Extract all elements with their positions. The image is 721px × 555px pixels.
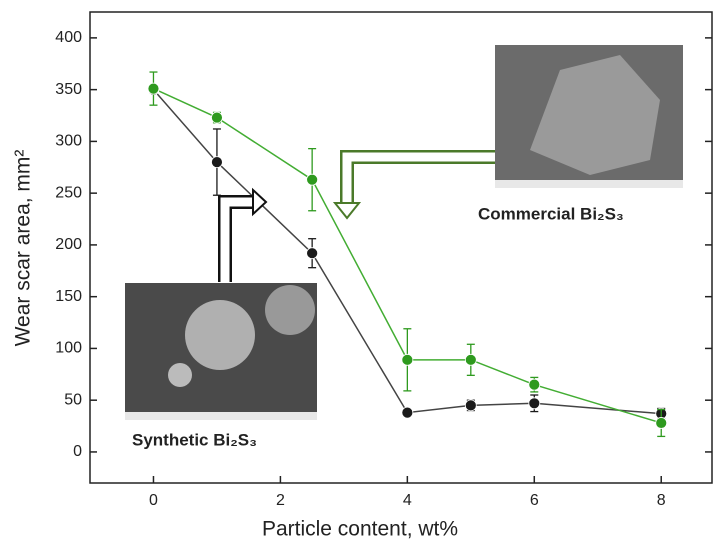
y-tick-label: 150 [55,288,82,305]
point [655,417,668,429]
point [528,378,541,391]
point [147,82,160,95]
y-tick-label: 50 [64,391,82,408]
y-axis-title: Wear scar area, mm² [12,150,35,347]
y-tick-label: 100 [55,340,82,357]
point [211,111,223,124]
x-axis-title: Particle content, wt% [262,518,458,541]
y-tick-label: 250 [55,184,82,201]
commercial-image [495,45,683,188]
commercial-arrow [332,150,495,220]
synthetic-label: Synthetic Bi₂S₃ [132,430,257,449]
point [464,399,477,412]
x-tick-label: 2 [276,492,285,509]
data-layer: 0 50 100 150 200 250 300 350 400 0 2 4 6 8 [55,29,712,509]
y-tick-label: 200 [55,236,82,253]
x-tick-label: 8 [657,492,666,509]
x-tick-label: 0 [149,492,158,509]
point [401,406,414,419]
x-tick-label: 6 [530,492,539,509]
point [464,353,477,366]
x-tick-label: 4 [403,492,412,509]
y-tick-label: 0 [73,443,82,460]
point [306,173,319,186]
point [211,156,223,168]
y-tick-label: 350 [55,81,82,98]
y-tick-label: 400 [55,29,82,46]
commercial-label: Commercial Bi₂S₃ [478,204,624,223]
synthetic-image [125,283,317,420]
plot-frame [89,11,713,484]
synthetic-arrow [218,187,268,282]
point [528,397,541,410]
y-tick-label: 300 [55,133,82,150]
point [401,353,414,366]
point [306,247,319,260]
